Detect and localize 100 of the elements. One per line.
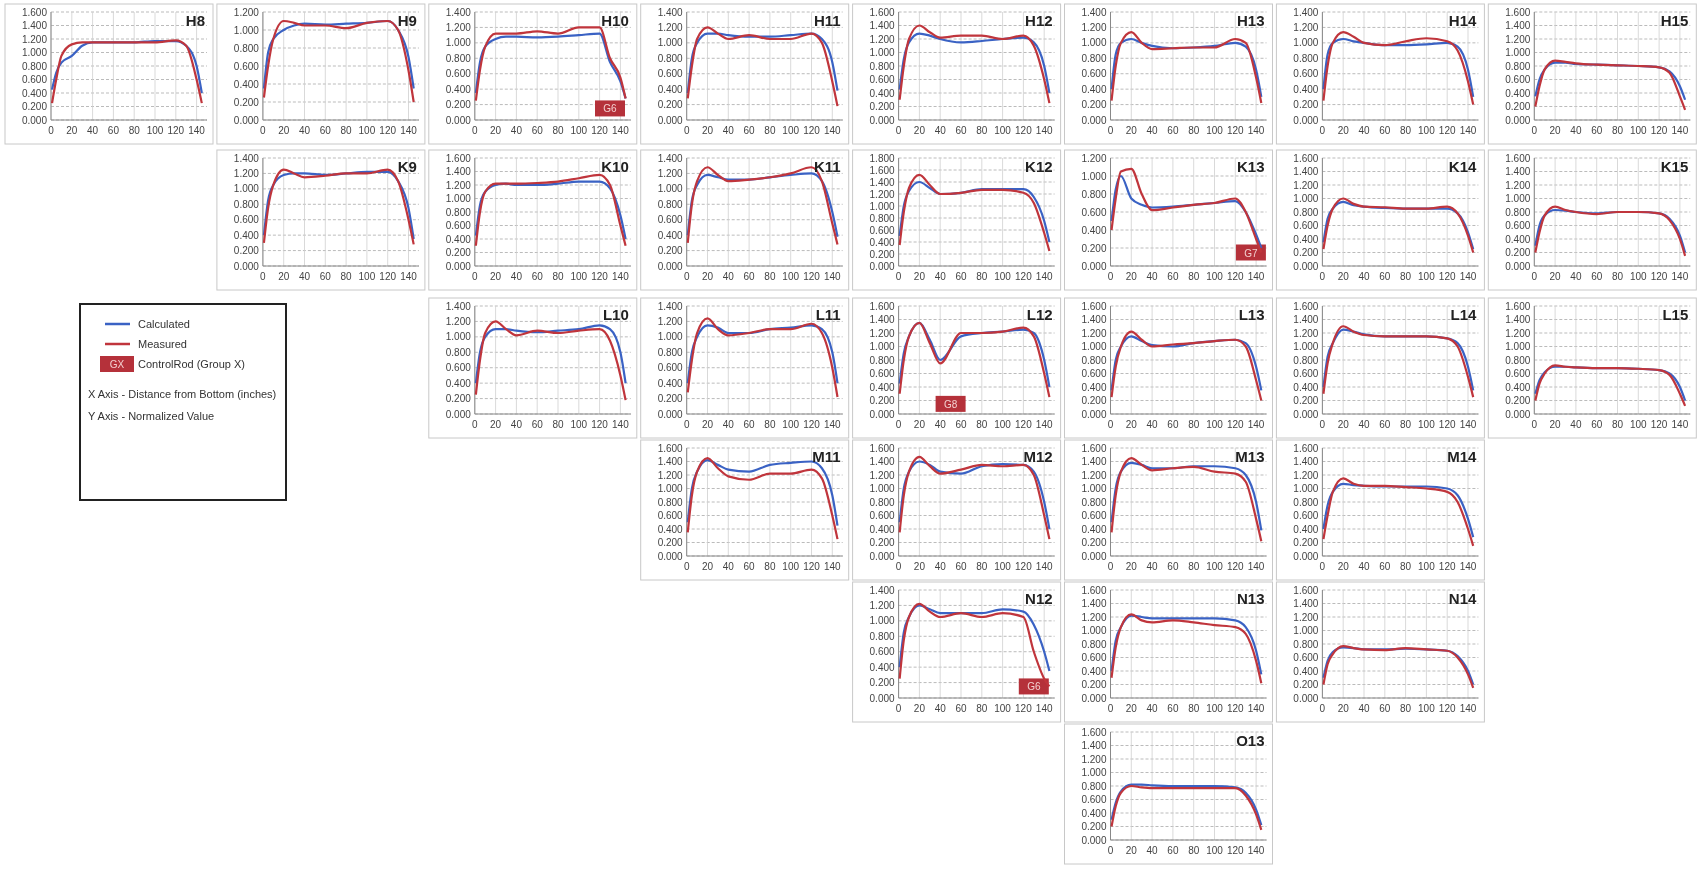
x-tick-label: 80 bbox=[976, 125, 988, 136]
x-tick-label: 140 bbox=[612, 271, 630, 282]
x-tick-label: 20 bbox=[66, 125, 78, 136]
y-tick-label: 1.200 bbox=[869, 188, 896, 200]
y-tick-label: 1.600 bbox=[657, 442, 684, 454]
y-tick-label: 0.200 bbox=[445, 247, 472, 258]
x-tick-label: 20 bbox=[913, 561, 926, 572]
x-tick-label: 100 bbox=[1418, 419, 1436, 430]
x-tick-label: 20 bbox=[278, 271, 290, 282]
x-tick-label: 20 bbox=[701, 561, 714, 572]
y-tick-label: 1.200 bbox=[1293, 179, 1319, 191]
x-tick-label: 80 bbox=[976, 561, 988, 572]
y-tick-label: 1.400 bbox=[1081, 456, 1107, 467]
y-tick-label: 1.400 bbox=[1081, 6, 1107, 18]
x-tick-label: 140 bbox=[1247, 271, 1265, 282]
x-tick-label: 120 bbox=[1226, 271, 1245, 282]
y-tick-label: 0.600 bbox=[1505, 368, 1531, 379]
x-tick-label: 120 bbox=[1438, 561, 1456, 572]
x-tick-label: 0 bbox=[1319, 561, 1326, 572]
y-tick-label: 1.600 bbox=[869, 6, 896, 18]
y-tick-label: 1.400 bbox=[1505, 314, 1531, 325]
y-tick-label: 1.600 bbox=[1505, 300, 1531, 312]
y-tick-label: 0.600 bbox=[1293, 220, 1319, 231]
x-tick-label: 100 bbox=[1206, 125, 1224, 136]
x-tick-label: 120 bbox=[591, 419, 609, 430]
x-tick-label: 120 bbox=[803, 561, 821, 572]
y-tick-label: 0.200 bbox=[869, 677, 896, 689]
y-tick-label: 0.600 bbox=[1505, 220, 1531, 231]
y-tick-label: 0.800 bbox=[657, 346, 684, 358]
y-tick-label: 0.800 bbox=[869, 630, 896, 642]
x-tick-label: 140 bbox=[1247, 561, 1265, 572]
x-tick-label: 140 bbox=[1459, 419, 1477, 430]
chart-title: M11 bbox=[812, 448, 841, 465]
y-tick-label: 0.400 bbox=[445, 83, 472, 95]
x-tick-label: 140 bbox=[823, 561, 842, 572]
x-tick-label: 20 bbox=[1125, 561, 1138, 572]
x-tick-label: 60 bbox=[1591, 125, 1603, 136]
chart-title: L10 bbox=[602, 306, 629, 323]
x-tick-label: 80 bbox=[1188, 561, 1200, 572]
x-tick-label: 140 bbox=[1459, 703, 1477, 714]
y-tick-label: 1.400 bbox=[1293, 6, 1319, 18]
y-tick-label: 0.400 bbox=[445, 233, 472, 245]
y-tick-label: 0.800 bbox=[445, 346, 472, 358]
x-tick-label: 100 bbox=[994, 125, 1012, 136]
y-tick-label: 0.200 bbox=[1081, 99, 1107, 111]
y-tick-label: 1.400 bbox=[1505, 20, 1531, 31]
y-tick-label: 1.000 bbox=[1081, 625, 1107, 636]
y-tick-label: 0.000 bbox=[1081, 692, 1107, 704]
x-tick-label: 60 bbox=[1167, 703, 1179, 714]
y-tick-label: 0.600 bbox=[657, 510, 684, 521]
chart-title: H11 bbox=[814, 12, 841, 29]
x-tick-label: 60 bbox=[531, 271, 544, 282]
x-tick-label: 0 bbox=[1107, 845, 1114, 856]
x-tick-label: 0 bbox=[895, 125, 902, 136]
x-tick-label: 140 bbox=[1247, 125, 1265, 136]
chart-title: L14 bbox=[1450, 306, 1478, 323]
y-tick-label: 0.800 bbox=[1505, 60, 1531, 72]
y-tick-label: 1.000 bbox=[1505, 193, 1531, 204]
x-tick-label: 60 bbox=[1379, 419, 1391, 430]
y-tick-label: 0.200 bbox=[445, 393, 472, 405]
y-tick-label: 0.800 bbox=[1293, 638, 1319, 650]
chart-title: K10 bbox=[601, 158, 629, 175]
x-tick-label: 40 bbox=[934, 561, 947, 572]
x-tick-label: 0 bbox=[895, 419, 902, 430]
y-tick-label: 1.600 bbox=[21, 6, 48, 18]
x-tick-label: 80 bbox=[1188, 703, 1200, 714]
y-tick-label: 0.400 bbox=[657, 83, 684, 95]
y-tick-label: 0.600 bbox=[445, 362, 472, 374]
x-tick-label: 120 bbox=[1650, 419, 1668, 430]
x-tick-label: 80 bbox=[552, 419, 564, 430]
y-tick-label: 1.200 bbox=[869, 599, 896, 611]
x-tick-label: 120 bbox=[1438, 419, 1456, 430]
y-tick-label: 0.800 bbox=[233, 42, 260, 54]
y-tick-label: 1.200 bbox=[657, 315, 684, 327]
y-tick-label: 0.200 bbox=[657, 393, 684, 405]
y-tick-label: 0.800 bbox=[657, 198, 684, 210]
y-tick-label: 0.400 bbox=[1081, 224, 1107, 236]
y-tick-label: 0.400 bbox=[1293, 523, 1319, 535]
y-tick-label: 0.800 bbox=[869, 60, 896, 72]
y-tick-label: 0.800 bbox=[445, 206, 472, 218]
y-tick-label: 0.000 bbox=[1081, 834, 1107, 846]
x-tick-label: 20 bbox=[1125, 125, 1138, 136]
x-tick-label: 40 bbox=[1146, 419, 1159, 430]
y-tick-label: 0.600 bbox=[1081, 794, 1107, 805]
y-tick-label: 0.800 bbox=[1505, 354, 1531, 366]
legend-label: Measured bbox=[138, 338, 187, 350]
x-tick-label: 0 bbox=[1319, 419, 1326, 430]
y-tick-label: 0.600 bbox=[869, 646, 896, 658]
x-tick-label: 100 bbox=[1418, 271, 1436, 282]
y-tick-label: 1.400 bbox=[869, 20, 896, 31]
x-tick-label: 120 bbox=[1015, 703, 1033, 714]
y-tick-label: 1.600 bbox=[869, 442, 896, 454]
y-tick-label: 1.000 bbox=[869, 200, 896, 212]
y-tick-label: 0.400 bbox=[1081, 83, 1107, 95]
x-tick-label: 100 bbox=[1418, 703, 1436, 714]
x-tick-label: 20 bbox=[1125, 703, 1138, 714]
y-tick-label: 0.400 bbox=[1081, 665, 1107, 677]
x-tick-label: 0 bbox=[1107, 561, 1114, 572]
x-tick-label: 100 bbox=[782, 125, 800, 136]
y-tick-label: 1.200 bbox=[1293, 327, 1319, 339]
